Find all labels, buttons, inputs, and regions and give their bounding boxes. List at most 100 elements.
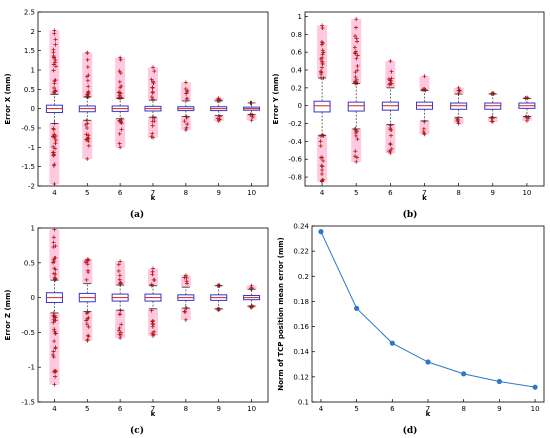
x-tick-label: 4 bbox=[319, 405, 324, 413]
outlier-marker bbox=[85, 268, 90, 273]
outlier-marker bbox=[421, 87, 426, 92]
outlier-marker bbox=[184, 125, 189, 130]
outlier-marker bbox=[149, 308, 154, 313]
outlier-marker bbox=[422, 132, 427, 137]
outlier-marker bbox=[51, 150, 56, 155]
outlier-marker bbox=[116, 328, 121, 333]
outlier-marker bbox=[355, 63, 360, 68]
outlier-marker bbox=[320, 155, 325, 160]
panel-label: (a) bbox=[130, 209, 144, 220]
outlier-marker bbox=[52, 382, 57, 387]
y-tick-label: 0.2 bbox=[291, 84, 302, 92]
box-k4 bbox=[45, 227, 63, 387]
box-k7 bbox=[144, 65, 162, 140]
y-tick-label: 0.2 bbox=[298, 273, 309, 281]
outlier-marker bbox=[354, 77, 359, 82]
outlier-marker bbox=[52, 313, 57, 318]
x-tick-label: 8 bbox=[456, 189, 460, 197]
outlier-marker bbox=[456, 121, 461, 126]
outlier-marker bbox=[150, 119, 155, 124]
outlier-marker bbox=[389, 146, 394, 151]
outlier-marker bbox=[249, 283, 254, 288]
y-tick-label: 0.8 bbox=[291, 31, 302, 39]
outlier-marker bbox=[319, 65, 324, 70]
outlier-marker bbox=[51, 320, 56, 325]
outlier-marker bbox=[320, 52, 325, 57]
outlier-marker bbox=[422, 74, 427, 79]
y-tick-label: -1 bbox=[28, 364, 35, 372]
outlier-marker bbox=[354, 36, 359, 41]
outlier-marker bbox=[151, 333, 155, 338]
x-tick-label: 8 bbox=[184, 189, 188, 197]
outlier-band bbox=[246, 114, 257, 121]
box-k10 bbox=[243, 283, 261, 310]
outlier-marker bbox=[117, 273, 122, 278]
outlier-marker bbox=[151, 65, 155, 70]
outlier-marker bbox=[51, 244, 56, 249]
outlier-marker bbox=[52, 227, 57, 232]
outlier-band bbox=[453, 117, 464, 124]
outlier-marker bbox=[185, 122, 190, 127]
outlier-marker bbox=[53, 42, 58, 47]
outlier-marker bbox=[150, 272, 155, 277]
outlier-marker bbox=[85, 262, 90, 267]
box-k8 bbox=[450, 85, 468, 126]
y-axis-label: Error X (mm) bbox=[4, 73, 12, 124]
outlier-band bbox=[419, 120, 430, 135]
y-tick-label: -0.5 bbox=[21, 329, 35, 337]
outlier-marker bbox=[86, 73, 91, 78]
y-tick-label: 0 bbox=[31, 105, 35, 113]
outlier-marker bbox=[52, 56, 57, 61]
outlier-marker bbox=[353, 33, 358, 38]
outlier-marker bbox=[85, 121, 90, 126]
outlier-marker bbox=[51, 355, 56, 360]
outlier-marker bbox=[51, 240, 56, 245]
outlier-marker bbox=[116, 269, 121, 274]
outlier-marker bbox=[318, 139, 323, 144]
data-point-k10 bbox=[532, 384, 538, 390]
outlier-marker bbox=[52, 81, 57, 86]
outlier-band bbox=[115, 310, 126, 338]
box-k9 bbox=[210, 283, 228, 313]
outlier-marker bbox=[352, 154, 357, 159]
plot-frame bbox=[311, 225, 545, 403]
panel-a: -2 -1.5 -1 -0.5 0 0.5 1 1.5 2 2.5 4 5 6 7 8 9 10 k Error X… bbox=[4, 9, 269, 220]
outlier-marker bbox=[117, 131, 122, 136]
y-tick-label: 0.4 bbox=[291, 67, 303, 75]
box-k4 bbox=[313, 23, 331, 184]
y-tick-label: 1 bbox=[31, 67, 35, 75]
data-point-k9 bbox=[496, 378, 502, 385]
outlier-marker bbox=[183, 273, 188, 278]
panel-b: -0.8 -0.6 -0.4 -0.2 0 0.2 0.4 0.6 0.8 1 4 5 6 7 8 9 10 k E… bbox=[272, 11, 545, 220]
outlier-marker bbox=[490, 119, 495, 124]
y-tick-label: 0.14 bbox=[293, 348, 309, 356]
outlier-marker bbox=[53, 255, 58, 260]
x-tick-label: 7 bbox=[151, 189, 155, 197]
outlier-marker bbox=[85, 126, 90, 130]
outlier-marker bbox=[85, 57, 90, 62]
outlier-marker bbox=[249, 118, 254, 123]
y-tick-label: 0 bbox=[31, 294, 35, 302]
outlier-marker bbox=[117, 141, 122, 146]
outlier-marker bbox=[53, 58, 58, 63]
x-axis-label: k bbox=[422, 194, 427, 202]
box-k9 bbox=[484, 91, 502, 124]
outlier-marker bbox=[388, 59, 393, 64]
x-tick-label: 5 bbox=[354, 189, 358, 197]
box-k10 bbox=[243, 100, 261, 123]
outlier-marker bbox=[150, 90, 155, 95]
outlier-marker bbox=[388, 81, 393, 86]
outlier-marker bbox=[53, 138, 58, 143]
y-tick-label: -0.2 bbox=[288, 120, 302, 128]
outlier-marker bbox=[85, 64, 90, 69]
outlier-marker bbox=[118, 259, 123, 264]
box-iqr bbox=[313, 100, 331, 113]
box-iqr bbox=[347, 101, 365, 112]
outlier-marker bbox=[388, 150, 393, 155]
outlier-marker bbox=[85, 78, 90, 83]
outlier-band bbox=[351, 128, 362, 162]
y-tick-label: 0.5 bbox=[24, 259, 35, 267]
x-tick-label: 10 bbox=[522, 189, 531, 197]
outlier-marker bbox=[116, 90, 121, 95]
